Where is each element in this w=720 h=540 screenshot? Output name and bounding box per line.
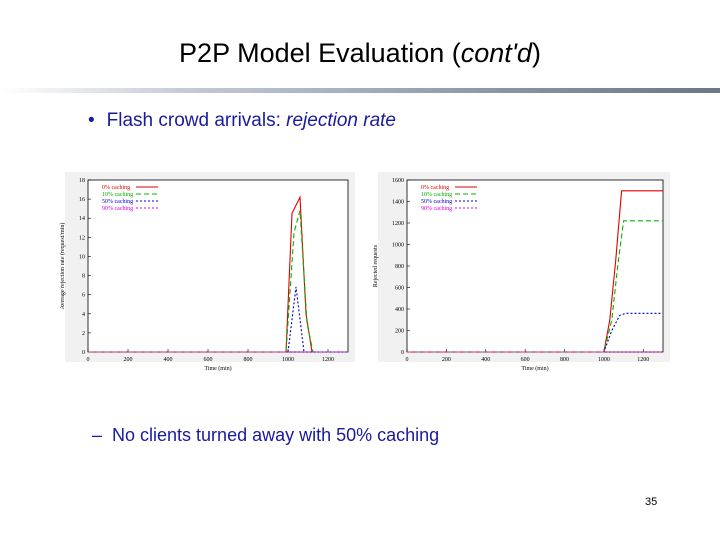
x-axis-label: Time (min): [521, 365, 548, 372]
legend-label: 0% caching: [421, 185, 449, 191]
x-tick-label: 0: [87, 357, 90, 363]
legend-label: 10% caching: [102, 192, 133, 198]
y-tick-label: 1000: [392, 243, 404, 249]
title-end: ): [531, 38, 541, 68]
title-plain: P2P Model Evaluation (: [179, 38, 461, 68]
legend-label: 50% caching: [102, 199, 133, 205]
y-tick-label: 2: [82, 331, 85, 337]
y-tick-label: 200: [395, 329, 404, 335]
y-tick-label: 16: [79, 197, 85, 203]
legend-label: 90% caching: [102, 206, 133, 212]
y-tick-label: 600: [395, 286, 404, 292]
y-tick-label: 18: [79, 178, 85, 184]
y-tick-label: 1600: [392, 178, 404, 184]
sub-bullet-text: No clients turned away with 50% caching: [112, 425, 440, 445]
y-tick-label: 0: [82, 350, 85, 356]
x-tick-label: 0: [406, 357, 409, 363]
page-number: 35: [645, 496, 658, 508]
x-tick-label: 1000: [282, 357, 294, 363]
rejected-requests-chart: 0 200 400 600 800 1000 1200 0 200 400 600 800 1000 12…: [373, 172, 670, 372]
x-tick-label: 800: [244, 357, 253, 363]
x-tick-label: 1000: [598, 357, 610, 363]
y-axis-label: Average rejection rate (request/min): [59, 223, 66, 310]
x-tick-label: 400: [164, 357, 173, 363]
x-tick-label: 1200: [322, 357, 334, 363]
bullet-plain: Flash crowd arrivals:: [106, 110, 287, 131]
x-tick-label: 400: [481, 357, 490, 363]
bullet-marker: •: [88, 110, 95, 131]
y-tick-label: 0: [401, 350, 404, 356]
bullet-item: • Flash crowd arrivals: rejection rate: [88, 110, 396, 132]
y-axis-label: Rejected requests: [373, 244, 379, 287]
y-tick-label: 6: [82, 293, 85, 299]
legend-label: 90% caching: [421, 206, 452, 212]
x-tick-label: 1200: [637, 357, 649, 363]
sub-bullet-item: – No clients turned away with 50% caching: [92, 425, 439, 446]
x-axis-label: Time (min): [204, 365, 231, 372]
legend-label: 10% caching: [421, 192, 452, 198]
sub-bullet-marker: –: [92, 425, 103, 445]
x-tick-label: 600: [521, 357, 530, 363]
y-tick-label: 14: [79, 216, 85, 222]
plot-area: [87, 179, 349, 353]
y-tick-label: 4: [82, 312, 85, 318]
title-italic: cont'd: [460, 38, 532, 68]
x-tick-label: 800: [560, 357, 569, 363]
x-tick-label: 600: [204, 357, 213, 363]
rejection-rate-chart: 0 200 400 600 800 1000 1200 0 2 4 6 8 10 12 14 16 18 Time…: [59, 172, 355, 372]
x-tick-label: 200: [124, 357, 133, 363]
y-tick-label: 1200: [392, 221, 404, 227]
title-divider: [0, 88, 720, 93]
y-tick-label: 10: [79, 254, 85, 260]
legend-label: 50% caching: [421, 199, 452, 205]
x-tick-label: 200: [442, 357, 451, 363]
y-tick-label: 12: [79, 235, 85, 241]
y-tick-label: 8: [82, 274, 85, 280]
y-tick-label: 800: [395, 264, 404, 270]
y-tick-label: 400: [395, 307, 404, 313]
legend-label: 0% caching: [102, 185, 130, 191]
page-title: P2P Model Evaluation (cont'd): [0, 38, 720, 69]
y-tick-label: 1400: [392, 200, 404, 206]
bullet-italic: rejection rate: [286, 110, 396, 131]
